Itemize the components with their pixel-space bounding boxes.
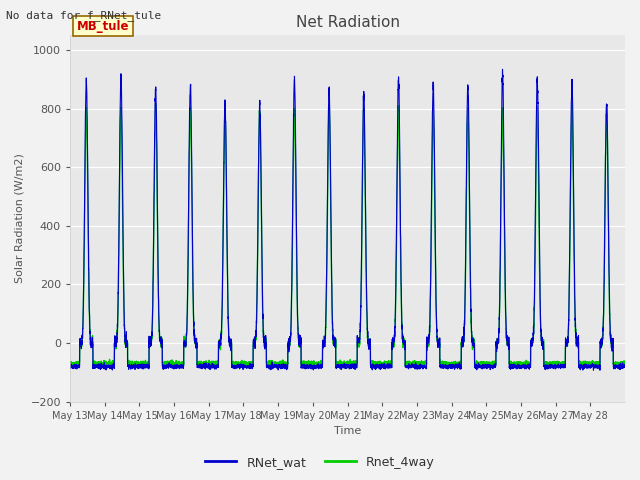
Text: No data for f_RNet_tule: No data for f_RNet_tule — [6, 10, 162, 21]
Rnet_4way — [527, 337, 535, 343]
Rnet_4way — [368, 358, 376, 363]
Rnet_4way — [67, 361, 74, 367]
Text: MB_tule: MB_tule — [77, 20, 129, 33]
RNet_wat — [527, 344, 535, 349]
Rnet_4way — [616, 365, 624, 371]
RNet_wat — [398, 318, 406, 324]
X-axis label: Time: Time — [334, 426, 361, 436]
Legend: RNet_wat, Rnet_4way: RNet_wat, Rnet_4way — [200, 451, 440, 474]
RNet_wat — [181, 339, 189, 345]
Rnet_4way — [621, 361, 629, 367]
Line: RNet_wat: RNet_wat — [70, 69, 625, 370]
Rnet_4way — [541, 361, 549, 367]
Y-axis label: Solar Radiation (W/m2): Solar Radiation (W/m2) — [15, 154, 25, 283]
RNet_wat — [500, 144, 508, 150]
RNet_wat — [368, 364, 376, 370]
Rnet_4way — [568, 100, 576, 106]
RNet_wat — [541, 363, 549, 369]
Title: Net Radiation: Net Radiation — [296, 15, 399, 30]
RNet_wat — [621, 364, 629, 370]
Line: Rnet_4way: Rnet_4way — [70, 103, 625, 368]
Rnet_4way — [181, 341, 189, 347]
RNet_wat — [67, 361, 74, 367]
RNet_wat — [499, 66, 506, 72]
Rnet_4way — [500, 160, 508, 166]
Rnet_4way — [398, 324, 406, 329]
RNet_wat — [596, 367, 604, 373]
